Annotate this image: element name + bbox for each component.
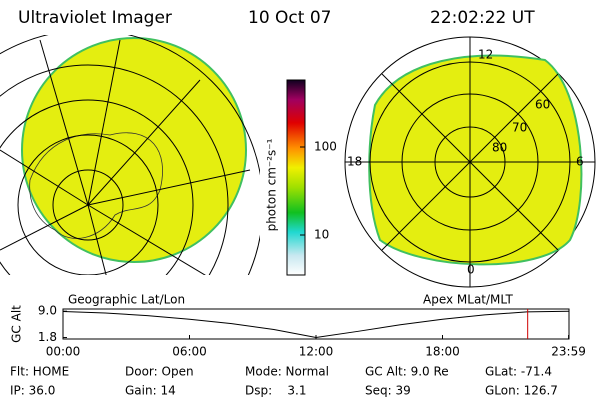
mlt-label: 6 [576,155,584,169]
x-tick-label: 00:00 [46,345,81,359]
colorbar-label: photon cm⁻²s⁻¹ [265,138,279,231]
footer-field: Door: Open [125,365,194,379]
title: Ultraviolet Imager [18,8,172,28]
footer-field: GLat: -71.4 [485,365,552,379]
footer-field: GLon: 126.7 [485,384,558,398]
colorbar [286,79,306,276]
x-tick-label: 18:00 [425,345,460,359]
mlt-label: 12 [478,48,493,62]
y-tick-label: 9.0 [38,304,57,318]
colorbar-tick: 100 [314,140,337,154]
mlt-label: 18 [347,155,362,169]
alt-line [62,310,570,339]
footer-field: IP: 36.0 [10,384,55,398]
footer-field: Dsp: 3.1 [245,384,307,398]
lat-label: 70 [512,121,527,135]
date: 10 Oct 07 [248,8,331,28]
y-axis-label: GC Alt [10,305,24,343]
footer-field: Gain: 14 [125,384,176,398]
lat-label: 80 [492,141,507,155]
left-panel-label: Geographic Lat/Lon [68,293,185,307]
geographic-image [0,35,260,275]
footer-field: GC Alt: 9.0 Re [365,365,449,379]
apex-image [344,36,596,288]
mlt-label: 0 [467,263,475,277]
lat-label: 60 [535,98,550,112]
x-tick-label: 23:59 [551,345,586,359]
x-tick-label: 06:00 [172,345,207,359]
right-panel-label: Apex MLat/MLT [423,293,513,307]
footer-field: Flt: HOME [10,365,69,379]
colorbar-tick: 10 [314,228,329,242]
footer-field: Seq: 39 [365,384,411,398]
y-tick-label: 1.8 [38,330,57,344]
footer-field: Mode: Normal [245,365,329,379]
x-tick-label: 12:00 [299,345,334,359]
time: 22:02:22 UT [430,8,535,28]
alt-plot-frame [62,308,570,340]
